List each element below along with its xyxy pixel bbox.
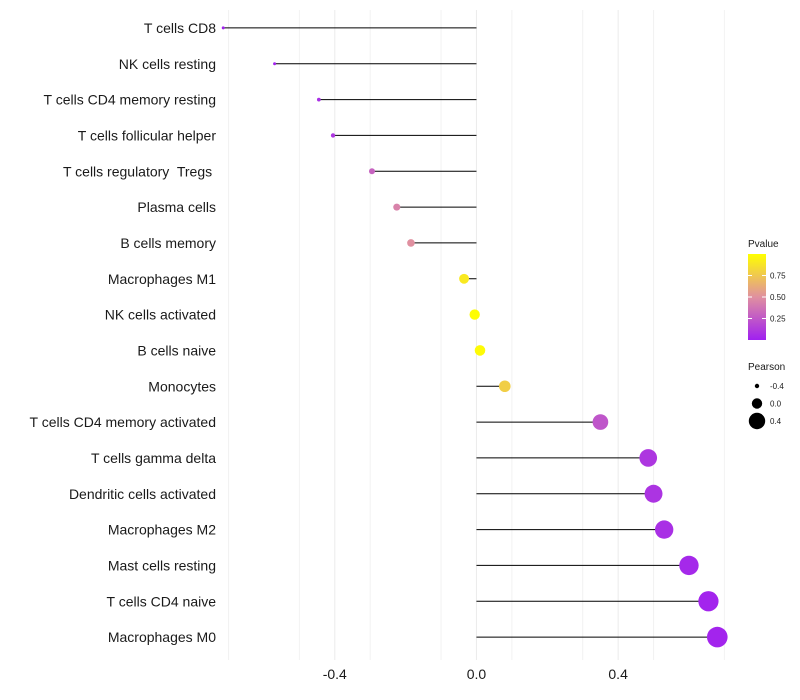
category-label: T cells regulatory Tregs xyxy=(63,163,216,179)
point xyxy=(498,380,511,393)
x-tick-label: 0.4 xyxy=(608,666,628,682)
point xyxy=(706,626,728,648)
category-label: T cells CD4 memory activated xyxy=(30,414,216,430)
y-axis-labels: T cells CD8 NK cells resting T cells CD4 m… xyxy=(30,20,217,645)
point xyxy=(393,203,401,211)
pearson-legend-dot xyxy=(751,398,763,409)
pearson-legend-dot xyxy=(754,383,760,389)
category-label: NK cells activated xyxy=(105,307,216,323)
pearson-legend: Pearson -0.4 0.0 0.4 xyxy=(748,362,785,430)
point xyxy=(644,484,663,503)
x-tick-label: 0.0 xyxy=(467,666,487,682)
point xyxy=(407,239,415,247)
point xyxy=(368,168,375,175)
lollipop-points xyxy=(221,26,728,648)
category-label: Monocytes xyxy=(148,378,216,394)
pearson-legend-label: 0.0 xyxy=(770,400,782,409)
category-label: Macrophages M2 xyxy=(108,522,216,538)
x-tick-label: -0.4 xyxy=(323,666,347,682)
point xyxy=(273,62,277,66)
point xyxy=(221,26,225,30)
lollipop-stems xyxy=(223,27,718,638)
category-label: T cells CD4 naive xyxy=(107,593,217,609)
pearson-legend-label: -0.4 xyxy=(770,382,784,391)
pearson-legend-label: 0.4 xyxy=(770,417,782,426)
pvalue-colorbar xyxy=(748,254,766,340)
point xyxy=(459,273,469,284)
point xyxy=(654,520,674,539)
category-label: Macrophages M0 xyxy=(108,629,216,645)
point xyxy=(330,133,336,138)
point xyxy=(469,309,480,320)
category-label: Plasma cells xyxy=(137,199,216,215)
category-label: B cells naive xyxy=(137,342,216,358)
category-label: T cells gamma delta xyxy=(91,450,216,466)
x-axis-ticks: -0.4 0.0 0.4 xyxy=(323,666,628,682)
category-label: Macrophages M1 xyxy=(108,271,216,287)
pvalue-legend-title: Pvalue xyxy=(748,239,779,250)
colorbar-tick-label: 0.50 xyxy=(770,293,786,302)
category-label: T cells CD8 xyxy=(144,20,216,36)
point xyxy=(639,449,658,467)
category-label: T cells follicular helper xyxy=(78,127,217,143)
point xyxy=(698,591,719,612)
colorbar-tick-label: 0.25 xyxy=(770,315,786,324)
point xyxy=(474,345,486,356)
pvalue-legend: Pvalue 0.75 0.50 0.25 xyxy=(748,239,786,340)
pearson-legend-dot xyxy=(748,412,766,430)
pearson-legend-keys: -0.4 0.0 0.4 xyxy=(748,382,784,430)
point xyxy=(592,414,609,430)
pvalue-legend-ticks: 0.75 0.50 0.25 xyxy=(748,272,786,324)
colorbar-tick-label: 0.75 xyxy=(770,272,786,281)
point xyxy=(316,97,321,102)
pearson-legend-title: Pearson xyxy=(748,362,785,373)
category-label: Mast cells resting xyxy=(108,557,216,573)
grid-lines xyxy=(228,10,725,660)
category-label: B cells memory xyxy=(120,235,216,251)
category-label: Dendritic cells activated xyxy=(69,486,216,502)
category-label: T cells CD4 memory resting xyxy=(44,92,216,108)
point xyxy=(679,555,699,576)
category-label: NK cells resting xyxy=(119,56,216,72)
